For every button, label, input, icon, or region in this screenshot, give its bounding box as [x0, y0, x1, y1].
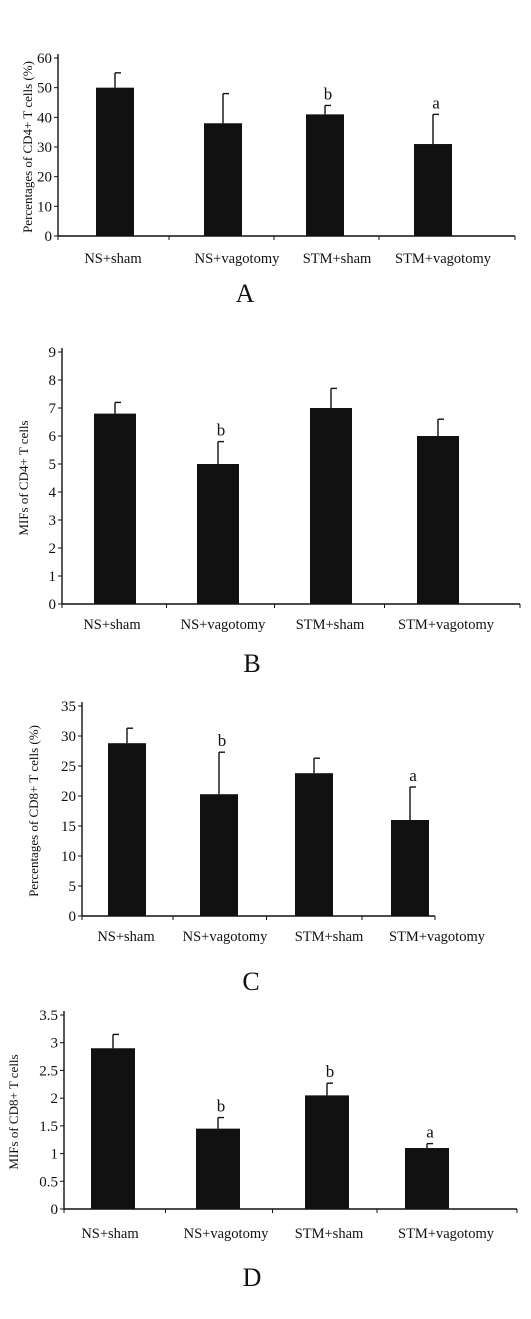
- category-label: NS+vagotomy: [195, 251, 280, 267]
- category-label: STM+vagotomy: [398, 1226, 495, 1242]
- y-tick-label: 5: [69, 879, 77, 895]
- y-tick-label: 60: [37, 51, 52, 67]
- y-axis-title: Percentages of CD4+ T cells (%): [20, 61, 35, 233]
- y-tick-label: 0: [51, 1202, 59, 1218]
- y-tick-label: 0: [49, 597, 57, 613]
- bar: [405, 1148, 449, 1209]
- panel-d: 0 0.5 1 1.5 2 2.5 3 3.5 NS+sham b NS+vagotomy b STM+…: [6, 1008, 518, 1292]
- panel-c: 0 5 10 15 20 25 30 35 NS+sham b NS+vagotomy STM+sha…: [26, 699, 486, 996]
- category-label: NS+vagotomy: [184, 1226, 269, 1242]
- bar: [94, 413, 136, 604]
- significance-label: b: [324, 84, 333, 103]
- significance-label: a: [409, 766, 417, 785]
- panel-label: C: [242, 967, 259, 996]
- bar: [108, 743, 146, 916]
- bar: [391, 820, 429, 916]
- bar: [305, 1095, 349, 1209]
- category-label: STM+vagotomy: [398, 617, 495, 633]
- y-tick-label: 30: [37, 140, 52, 156]
- y-tick-label: 50: [37, 81, 52, 97]
- panel-label: D: [243, 1263, 262, 1292]
- category-label: STM+sham: [295, 929, 364, 945]
- y-tick-label: 20: [37, 170, 52, 186]
- category-label: STM+vagotomy: [389, 929, 486, 945]
- y-tick-label: 2.5: [39, 1063, 58, 1079]
- y-axis-title: MIFs of CD8+ T cells: [6, 1054, 21, 1169]
- category-label: STM+vagotomy: [395, 251, 492, 267]
- y-tick-label: 20: [61, 789, 76, 805]
- y-tick-label: 1.5: [39, 1119, 58, 1135]
- y-tick-label: 8: [49, 373, 57, 389]
- y-tick-label: 2: [51, 1091, 59, 1107]
- bar: [310, 408, 352, 604]
- y-tick-label: 2: [49, 541, 57, 557]
- bar: [417, 436, 459, 604]
- category-label: STM+sham: [303, 251, 372, 267]
- y-tick-label: 1: [49, 569, 57, 585]
- significance-label: a: [426, 1123, 434, 1142]
- bar: [204, 123, 242, 236]
- bar: [414, 144, 452, 236]
- significance-label: b: [218, 731, 227, 750]
- category-label: NS+sham: [81, 1226, 139, 1242]
- bar: [306, 114, 344, 236]
- y-tick-label: 6: [49, 429, 57, 445]
- y-tick-label: 3.5: [39, 1008, 58, 1024]
- category-label: NS+vagotomy: [183, 929, 268, 945]
- y-tick-label: 4: [49, 485, 57, 501]
- y-tick-label: 30: [61, 729, 76, 745]
- category-label: NS+vagotomy: [181, 617, 266, 633]
- significance-label: b: [217, 421, 226, 440]
- y-tick-label: 0.5: [39, 1174, 58, 1190]
- category-label: NS+sham: [97, 929, 155, 945]
- y-tick-label: 0: [69, 909, 77, 925]
- y-tick-label: 1: [51, 1147, 59, 1163]
- bar: [197, 464, 239, 604]
- bar: [295, 773, 333, 916]
- y-tick-label: 10: [61, 849, 76, 865]
- y-tick-label: 5: [49, 457, 57, 473]
- y-tick-label: 15: [61, 819, 76, 835]
- panel-label: B: [243, 649, 260, 678]
- y-tick-label: 3: [49, 513, 57, 529]
- significance-label: a: [432, 93, 440, 112]
- panel-label: A: [236, 279, 255, 308]
- y-tick-label: 25: [61, 759, 76, 775]
- category-label: NS+sham: [84, 251, 142, 267]
- y-axis-title: Percentages of CD8+ T cells (%): [26, 725, 41, 897]
- y-tick-label: 35: [61, 699, 76, 715]
- panel-b: 0 1 2 3 4 5 6 7 8 9 NS+sham b NS+vagotomy STM+sham STM…: [16, 345, 521, 678]
- bar: [200, 794, 238, 916]
- category-label: STM+sham: [296, 617, 365, 633]
- category-label: NS+sham: [83, 617, 141, 633]
- y-tick-label: 40: [37, 110, 52, 126]
- significance-label: b: [217, 1097, 226, 1116]
- y-tick-label: 0: [45, 229, 53, 245]
- bar: [91, 1048, 135, 1209]
- category-label: STM+sham: [295, 1226, 364, 1242]
- bar: [96, 87, 134, 237]
- significance-label: b: [326, 1062, 335, 1081]
- panel-a: 0 10 20 30 40 50 60 NS+sham NS+vagotomy b STM+sham…: [20, 51, 516, 308]
- y-tick-label: 10: [37, 199, 52, 215]
- bar: [196, 1128, 240, 1209]
- y-tick-label: 9: [49, 345, 57, 361]
- y-axis-title: MIFs of CD4+ T cells: [16, 420, 31, 535]
- y-tick-label: 3: [51, 1036, 59, 1052]
- y-tick-label: 7: [49, 401, 57, 417]
